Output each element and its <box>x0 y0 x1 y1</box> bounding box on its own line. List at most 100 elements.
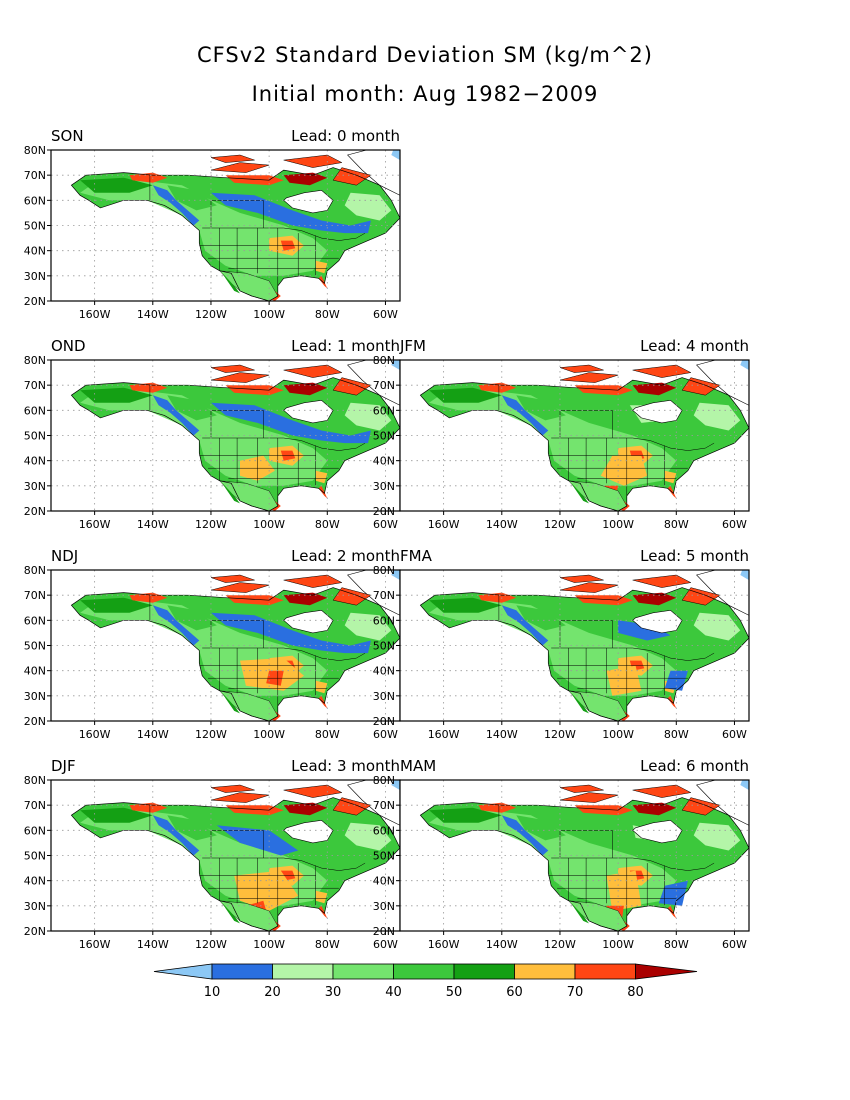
lat-tick-label: 50N <box>24 640 46 653</box>
sm-contour <box>80 597 153 613</box>
map-panel-jfm: 80N 70N 60N 50N 40N 30N 20N 160W 140W 120W 100W 80W… <box>373 337 750 531</box>
lon-tick-label: 140W <box>137 518 169 531</box>
lat-tick-label: 80N <box>373 564 395 577</box>
lat-tick-label: 80N <box>24 564 46 577</box>
season-label: SON <box>51 127 84 145</box>
lon-tick-label: 100W <box>602 518 634 531</box>
lat-tick-label: 20N <box>24 925 46 938</box>
baja <box>571 693 589 714</box>
sm-contour <box>658 880 688 906</box>
lat-tick-label: 70N <box>373 379 395 392</box>
colorbar-label: 80 <box>627 985 644 1000</box>
colorbar-low-arrow <box>153 963 213 980</box>
lon-tick-label: 100W <box>602 728 634 741</box>
greenland-corner <box>740 570 749 581</box>
figure-title: CFSv2 Standard Deviation SM (kg/m^2) <box>197 43 653 67</box>
lon-tick-label: 160W <box>428 728 460 741</box>
hudson-bay <box>632 399 683 424</box>
lat-tick-label: 60N <box>24 404 46 417</box>
sm-field <box>400 570 749 721</box>
sm-contour <box>211 612 371 654</box>
sm-contour <box>618 620 671 641</box>
colorbar-label: 60 <box>506 985 523 1000</box>
hudson-bay <box>283 399 334 424</box>
lat-tick-label: 70N <box>24 379 46 392</box>
greenland <box>347 360 400 406</box>
lat-tick-label: 40N <box>373 665 395 678</box>
colorbar-bin <box>332 963 394 980</box>
lat-tick-label: 70N <box>24 799 46 812</box>
sm-contour <box>315 680 328 694</box>
greenland <box>696 360 749 406</box>
baja <box>222 273 240 294</box>
lat-tick-label: 50N <box>24 430 46 443</box>
lat-tick-label: 80N <box>373 354 395 367</box>
lon-tick-label: 60W <box>722 518 747 531</box>
political-border <box>210 620 264 648</box>
sm-field <box>51 360 400 511</box>
map-panel-ond: 80N 70N 60N 50N 40N 30N 20N 160W 140W 120W 100W 80W… <box>24 337 401 531</box>
figure-subtitle: Initial month: Aug 1982−2009 <box>252 82 599 106</box>
hudson-bay <box>632 609 683 634</box>
lon-tick-label: 100W <box>253 938 285 951</box>
lat-tick-label: 20N <box>373 715 395 728</box>
lon-tick-label: 140W <box>137 728 169 741</box>
lon-tick-label: 60W <box>722 938 747 951</box>
political-border <box>202 437 366 451</box>
lat-tick-label: 70N <box>373 799 395 812</box>
political-border <box>551 437 715 451</box>
arctic-island <box>283 364 343 378</box>
sm-contour <box>152 395 200 436</box>
political-border <box>210 200 264 228</box>
sm-contour <box>315 470 328 484</box>
colorbar-bin <box>574 963 636 980</box>
lon-tick-label: 60W <box>373 938 398 951</box>
baja <box>222 903 240 924</box>
sm-contour <box>501 605 549 646</box>
arctic-island <box>210 792 270 803</box>
political-border <box>559 410 613 438</box>
lon-tick-label: 120W <box>195 518 227 531</box>
lat-tick-label: 30N <box>373 900 395 913</box>
coastline <box>70 587 400 721</box>
sm-contour <box>516 605 566 631</box>
lon-tick-label: 120W <box>544 518 576 531</box>
sm-contour <box>606 870 642 911</box>
season-label: MAM <box>400 757 436 775</box>
sm-contour <box>429 387 502 403</box>
greenland-corner <box>391 360 400 371</box>
lead-label: Lead: 5 month <box>640 547 749 565</box>
sm-contour <box>283 172 328 186</box>
lon-tick-label: 60W <box>373 518 398 531</box>
coastline <box>70 797 400 931</box>
colorbar-label: 50 <box>446 985 463 1000</box>
colorbar-label: 30 <box>325 985 342 1000</box>
baja <box>222 483 240 504</box>
coastline <box>419 587 749 721</box>
colorbar-label: 40 <box>385 985 402 1000</box>
lon-tick-label: 80W <box>315 728 340 741</box>
colorbar-bin <box>393 963 455 980</box>
arctic-island <box>283 154 343 168</box>
colorbar-bin <box>453 963 515 980</box>
lead-label: Lead: 4 month <box>640 337 749 355</box>
lon-tick-label: 120W <box>544 938 576 951</box>
lon-tick-label: 80W <box>664 728 689 741</box>
greenland-corner <box>391 570 400 581</box>
sm-contour <box>693 822 741 851</box>
lat-tick-label: 20N <box>24 715 46 728</box>
sm-contour <box>167 605 217 631</box>
sm-contour <box>664 470 677 484</box>
arctic-island <box>632 574 692 588</box>
sm-contour <box>632 802 677 816</box>
lat-tick-label: 80N <box>24 144 46 157</box>
lon-tick-label: 80W <box>315 308 340 321</box>
lat-tick-label: 50N <box>373 850 395 863</box>
baja <box>222 693 240 714</box>
arctic-island <box>283 574 343 588</box>
lat-tick-label: 30N <box>24 480 46 493</box>
lat-tick-label: 20N <box>24 505 46 518</box>
sm-contour <box>283 592 328 606</box>
political-border <box>202 647 366 661</box>
